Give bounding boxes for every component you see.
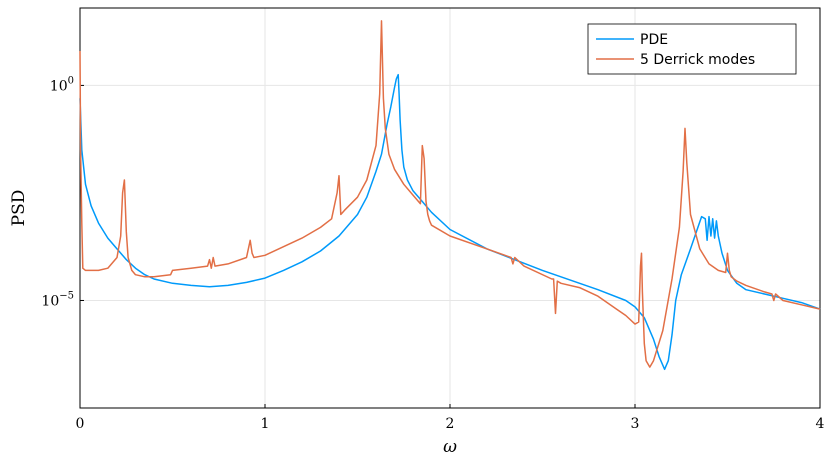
y-tick-label: 100 <box>50 75 74 94</box>
x-axis-ticks: 0 1 2 3 4 <box>76 404 825 432</box>
legend-box <box>587 23 797 75</box>
series-line-1 <box>79 20 821 368</box>
legend-label-pde: PDE <box>640 32 668 48</box>
series-line-0 <box>79 73 821 371</box>
y-axis-label: PSD <box>9 190 29 227</box>
legend: PDE 5 Derrick modes <box>587 23 797 75</box>
y-tick-label: 10−5 <box>41 290 74 309</box>
x-axis-label: ω <box>443 437 457 457</box>
x-tick-label: 4 <box>816 416 825 432</box>
x-tick-label: 3 <box>631 416 640 432</box>
y-axis-ticks: 100 10−5 <box>41 75 84 309</box>
x-tick-label: 1 <box>261 416 270 432</box>
x-tick-label: 2 <box>446 416 455 432</box>
legend-label-derrick: 5 Derrick modes <box>640 52 755 68</box>
x-tick-label: 0 <box>76 416 85 432</box>
series-lines <box>79 20 821 371</box>
